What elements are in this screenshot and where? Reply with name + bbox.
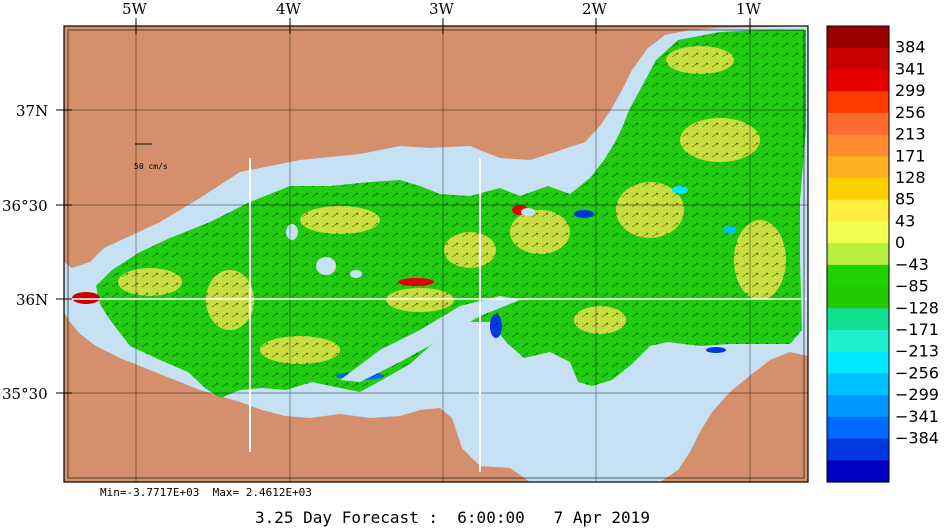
max-value: Max= 2.4612E+03 (212, 486, 312, 499)
colorbar-tick-label: 341 (895, 59, 926, 78)
colorbar (827, 26, 889, 483)
colorbar-swatch (827, 156, 889, 179)
colorbar-tick-label: 213 (895, 125, 926, 144)
colorbar-swatch (827, 264, 889, 288)
colorbar-swatch (827, 395, 889, 418)
section-lines (64, 158, 808, 472)
map-area: 50 cm/s (64, 26, 808, 482)
colorbar-swatch (827, 438, 889, 461)
colorbar-tick-label: 85 (895, 190, 915, 209)
colorbar-tick-label: 299 (895, 81, 926, 100)
colorbar-swatch (827, 330, 889, 353)
colorbar-tick-label: −43 (895, 255, 929, 274)
colorbar-swatch (827, 69, 889, 92)
colorbar-swatch (827, 47, 889, 71)
min-max-readout: Min=-3.7717E+03 Max= 2.4612E+03 (100, 486, 312, 499)
scale-label: 50 cm/s (134, 162, 168, 171)
colorbar-swatch (827, 112, 889, 136)
map-frame-inner (67, 29, 805, 479)
lon-label-2w: 2W (582, 0, 608, 18)
map-frame (63, 25, 809, 483)
lon-label-5w: 5W (122, 0, 148, 18)
colorbar-tick-label: −128 (895, 298, 939, 317)
colorbar-swatch (827, 26, 889, 49)
colorbar-tick-label: 43 (895, 211, 915, 230)
colorbar-tick-label: 0 (895, 233, 905, 252)
colorbar-swatch (827, 286, 889, 309)
shoals (286, 208, 535, 382)
colorbar-tick-label: −384 (895, 429, 939, 448)
colorbar-tick-label: −341 (895, 407, 939, 426)
lat-label-37n: 37N (16, 102, 48, 120)
colorbar-swatch (827, 221, 889, 244)
colorbar-tick-label: 384 (895, 38, 926, 57)
lat-label-36-30: 36°30 (2, 197, 48, 215)
colorbar-swatch (827, 243, 889, 266)
colorbar-tick-label: −299 (895, 385, 939, 404)
colorbar-swatch (827, 199, 889, 223)
colorbar-swatch (827, 308, 889, 331)
colorbar-tick-label: −213 (895, 342, 939, 361)
colorbar-tick-label: 171 (895, 146, 926, 165)
min-value: Min=-3.7717E+03 (100, 486, 200, 499)
colorbar-labels: 384 341 299 256 213 171 128 85 43 0 −43 −85 −128 −171… (895, 38, 939, 448)
colorbar-tick-label: −85 (895, 277, 929, 296)
lat-label-35-30: 35°30 (2, 385, 48, 403)
colorbar-swatch (827, 460, 889, 483)
lat-label-36n: 36N (16, 291, 48, 309)
colorbar-swatch (827, 178, 889, 201)
colorbar-tick-label: 128 (895, 168, 926, 187)
colorbar-tick-label: 256 (895, 103, 926, 122)
lon-label-3w: 3W (429, 0, 455, 18)
lon-label-1w: 1W (736, 0, 762, 18)
velocity-arrows (96, 30, 806, 398)
colorbar-swatch (827, 351, 889, 375)
colorbar-swatch (827, 91, 889, 114)
colorbar-frame (826, 25, 890, 483)
colorbar-swatch (827, 134, 889, 157)
colorbar-swatch (827, 373, 889, 396)
colorbar-tick-label: −171 (895, 320, 939, 339)
axis-ticks (56, 18, 751, 394)
colorbar-swatch (827, 416, 889, 440)
forecast-caption: 3.25 Day Forecast : 6:00:00 7 Apr 2019 (255, 508, 650, 527)
colorbar-tick-label: −256 (895, 363, 939, 382)
lon-label-4w: 4W (276, 0, 302, 18)
